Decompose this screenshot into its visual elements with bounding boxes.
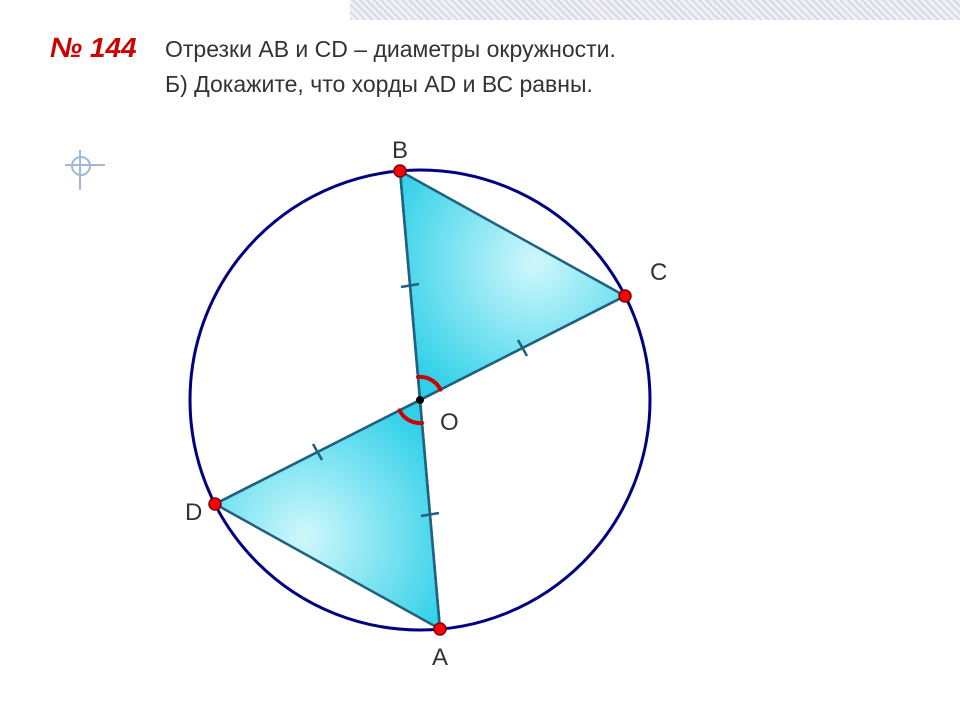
problem-text: Отрезки АВ и CD – диаметры окружности. Б… <box>165 32 616 101</box>
label-a: A <box>432 644 448 671</box>
center-point-dot <box>416 396 424 404</box>
label-b: B <box>392 137 408 164</box>
label-c: C <box>650 259 667 286</box>
point-d <box>209 498 221 510</box>
label-d: D <box>185 499 202 526</box>
point-b <box>394 165 406 177</box>
decorative-top-border <box>350 0 960 20</box>
point-c <box>619 290 631 302</box>
triangle-obc <box>400 171 625 400</box>
problem-number: № 144 <box>50 32 137 64</box>
corner-decoration <box>65 150 105 190</box>
geometry-diagram: B C O D A <box>140 120 840 700</box>
label-o: O <box>440 409 459 436</box>
corner-circle-icon <box>71 156 91 176</box>
problem-line-2: Б) Докажите, что хорды AD и ВС равны. <box>165 67 616 102</box>
point-a <box>434 623 446 635</box>
problem-line-1: Отрезки АВ и CD – диаметры окружности. <box>165 32 616 67</box>
triangle-oad <box>215 400 440 629</box>
